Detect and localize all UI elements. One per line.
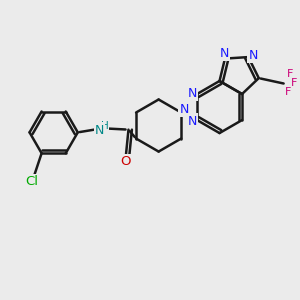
Text: N: N <box>95 124 104 137</box>
Text: N: N <box>219 47 229 60</box>
Text: N: N <box>188 86 197 100</box>
Text: N: N <box>249 49 258 62</box>
Text: F: F <box>285 87 292 97</box>
Text: F: F <box>291 78 298 88</box>
Text: O: O <box>121 155 131 168</box>
Text: H: H <box>100 121 108 131</box>
Text: N: N <box>179 103 189 116</box>
Text: Cl: Cl <box>25 175 38 188</box>
Text: F: F <box>287 69 294 79</box>
Text: N: N <box>188 115 197 128</box>
